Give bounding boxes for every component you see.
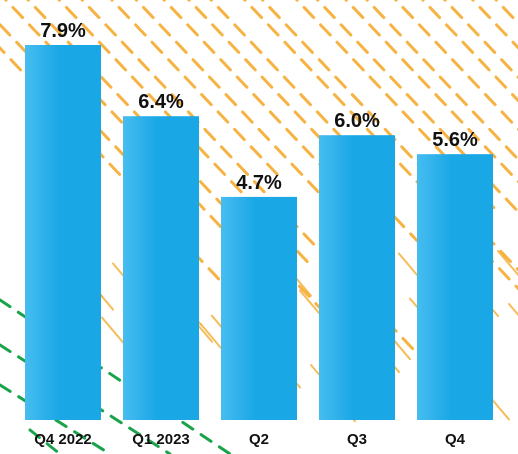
value-labels: 7.9% 6.4% 4.7% 6.0% 5.6% [40, 20, 478, 194]
background-streak [514, 0, 518, 379]
background-streak [470, 0, 518, 50]
background-streak [365, 0, 518, 162]
bar-value-label: 6.4% [138, 91, 184, 113]
bar [417, 154, 493, 420]
background-streak [187, 0, 458, 283]
background-streak [209, 0, 377, 175]
bar-value-label: 4.7% [236, 172, 282, 194]
x-tick-label: Q2 [249, 431, 269, 448]
background-streak [134, 0, 346, 221]
background-streak [200, 323, 224, 352]
background-streak [299, 289, 323, 318]
bar [319, 135, 395, 420]
bar [123, 116, 199, 421]
background-streak [101, 316, 125, 345]
bar-value-label: 7.9% [40, 20, 86, 42]
x-tick-label: Q4 2022 [34, 431, 92, 448]
background-streak [28, 428, 62, 454]
x-tick-label: Q4 [445, 431, 466, 448]
bar-value-label: 6.0% [334, 110, 380, 132]
background-streak [344, 0, 518, 184]
bar-series [25, 45, 493, 421]
bar [25, 45, 101, 420]
x-tick-label: Q1 2023 [132, 431, 190, 448]
bar [221, 196, 297, 420]
background-streak [109, 0, 284, 182]
x-axis-tick-labels: Q4 2022 Q1 2023 Q2 Q3 Q4 [34, 431, 465, 448]
background-streak [508, 302, 518, 317]
background-streak [442, 0, 518, 80]
background-streak [393, 0, 518, 132]
background-streak [420, 0, 518, 103]
bar-value-label: 5.6% [432, 129, 478, 151]
x-tick-label: Q3 [347, 431, 367, 448]
background-streak [497, 250, 518, 277]
